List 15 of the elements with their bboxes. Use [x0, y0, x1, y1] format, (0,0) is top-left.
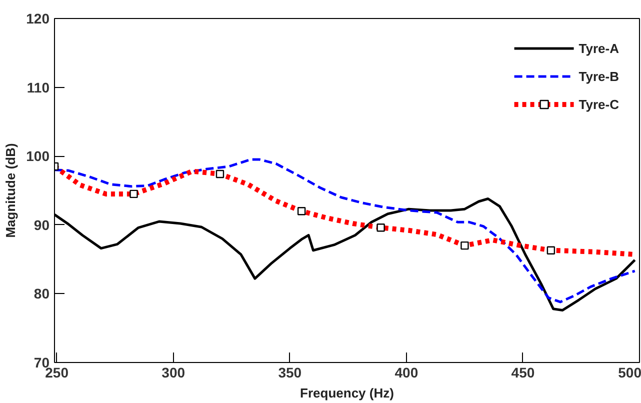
x-tick-label: 350 [278, 364, 302, 380]
y-tick-label: 80 [34, 286, 50, 302]
y-axis-title: Magnitude (dB) [3, 143, 18, 238]
x-tick-label: 300 [162, 364, 186, 380]
y-tick-label: 110 [26, 79, 50, 96]
x-tick-label: 400 [394, 364, 418, 380]
x-tick-label: 500 [618, 364, 641, 380]
legend-label: Tyre-C [578, 96, 619, 112]
x-tick-label: 450 [511, 364, 535, 380]
y-tick-label: 120 [26, 10, 50, 26]
y-tick-label: 90 [34, 216, 50, 233]
y-tick-label: 100 [26, 148, 50, 164]
legend-label: Tyre-B [578, 68, 619, 84]
legend-label: Tyre-A [578, 40, 619, 56]
x-axis-title: Frequency (Hz) [300, 386, 394, 400]
